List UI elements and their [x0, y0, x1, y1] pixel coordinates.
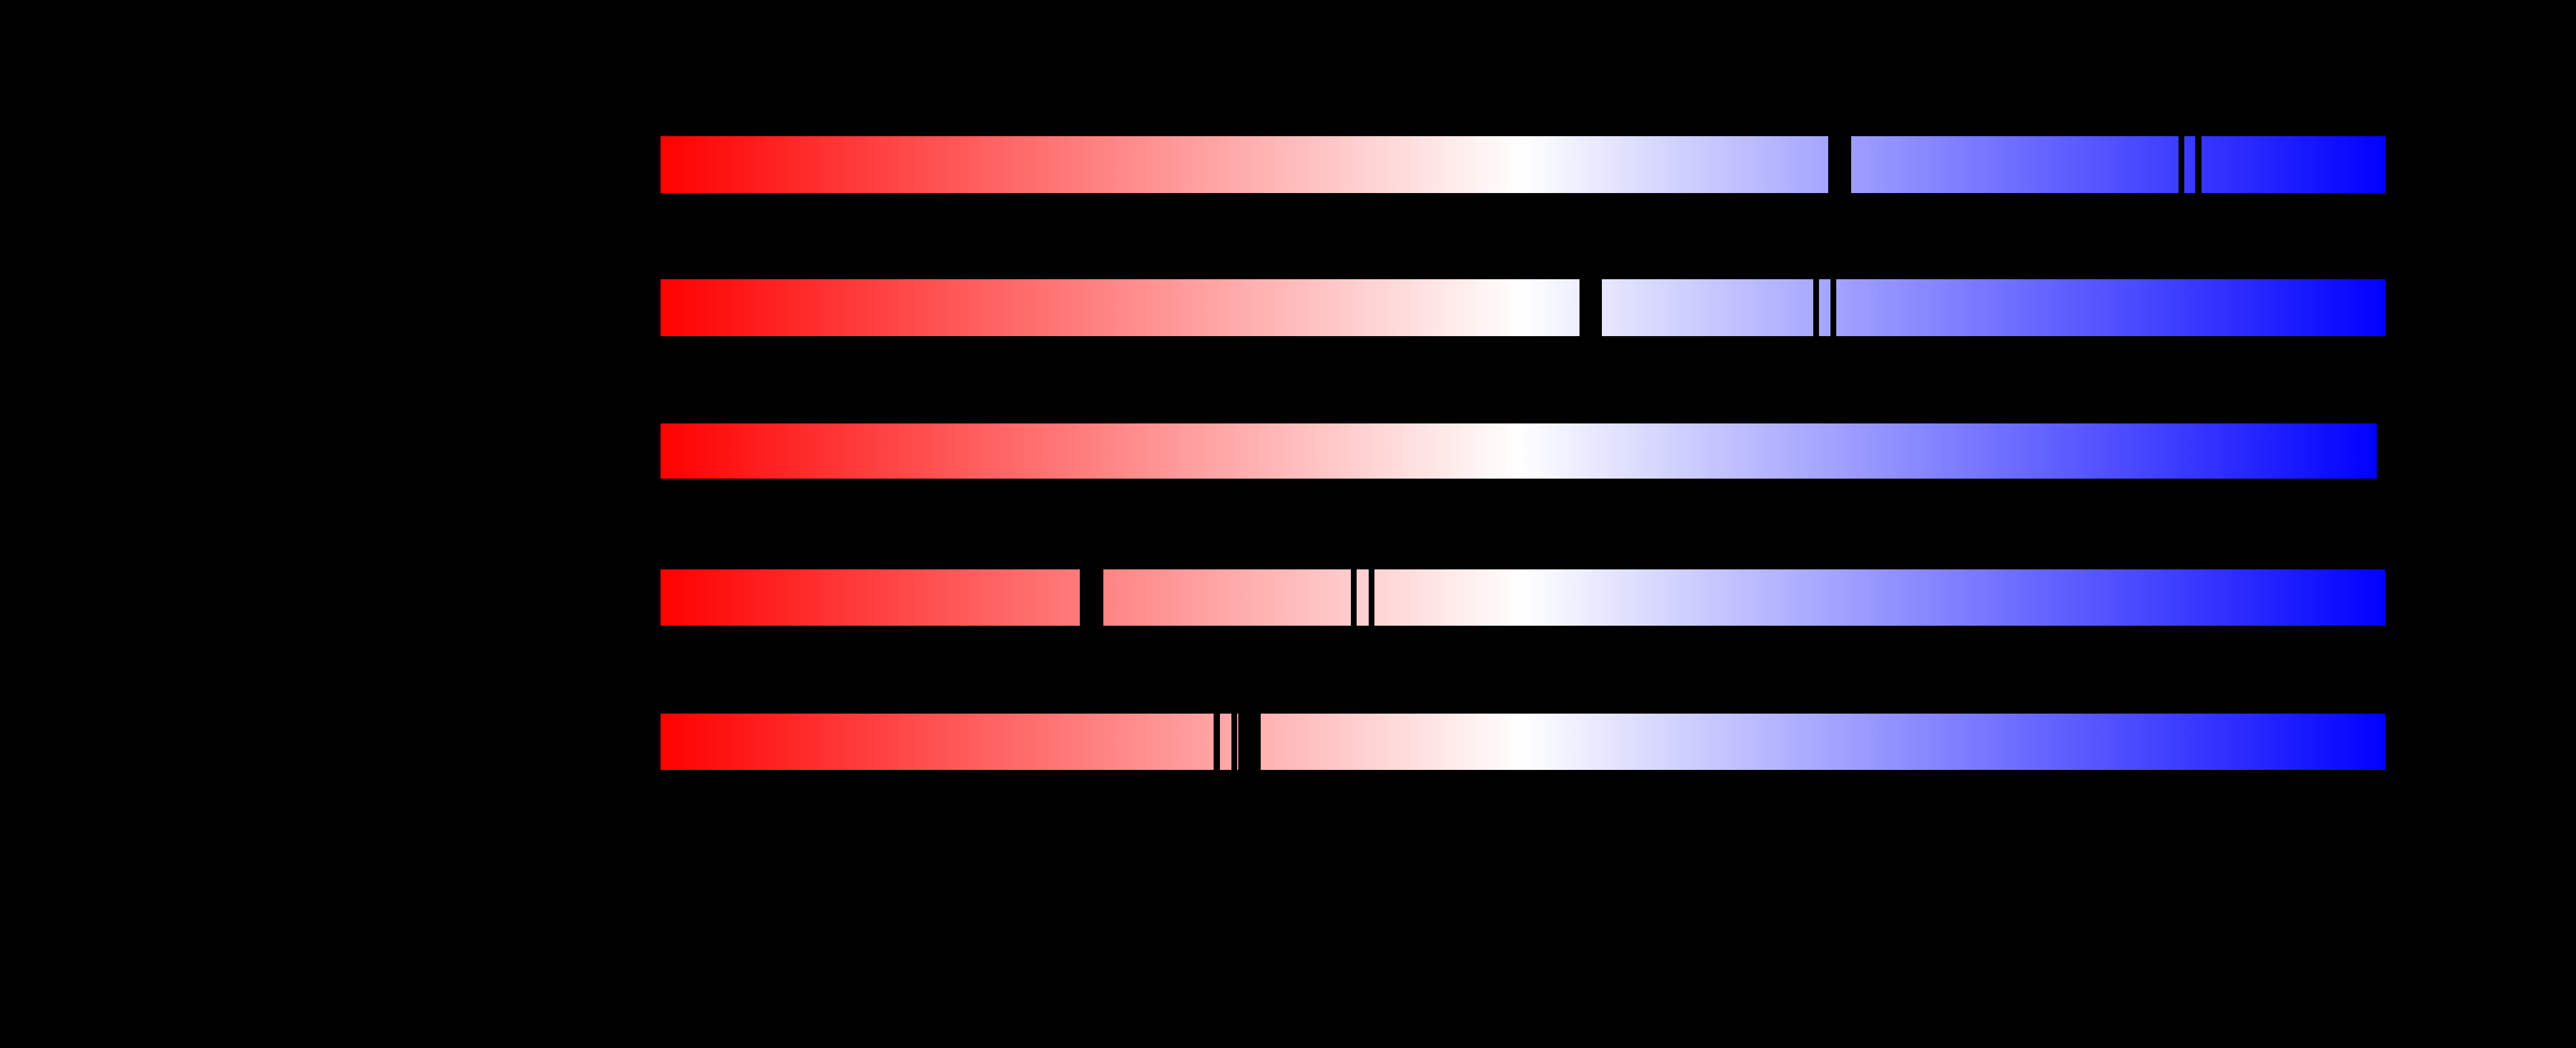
marker-line-thick [1080, 569, 1104, 626]
gradient-bar-1 [660, 136, 2385, 194]
marker-line-thin [1231, 713, 1237, 770]
marker-line-thin [2195, 136, 2202, 194]
gradient-bar-4 [660, 569, 2385, 626]
marker-line-thin [2178, 136, 2184, 194]
marker-line-thin [1830, 279, 1836, 337]
marker-line-thick [1828, 136, 1851, 194]
gradient-bar-5 [660, 713, 2385, 770]
marker-line-thin [1813, 279, 1819, 337]
marker-line-thin [1351, 569, 1357, 626]
marker-line-thick [1579, 279, 1602, 337]
marker-line-thick [1238, 713, 1261, 770]
gradient-bar-3 [660, 423, 2377, 479]
marker-line-thin [1214, 713, 1221, 770]
gradient-bar-2 [660, 279, 2385, 337]
marker-line-thin [1369, 569, 1374, 626]
